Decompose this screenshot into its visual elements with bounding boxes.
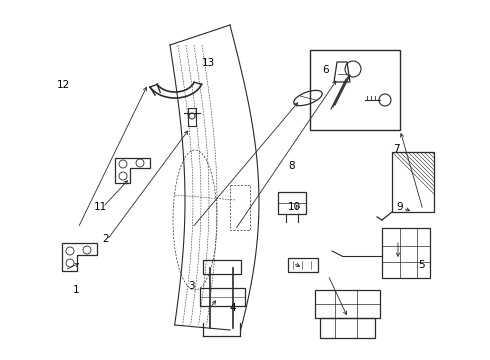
Text: 1: 1 — [73, 285, 79, 295]
Bar — [200, 288, 245, 306]
Bar — [310, 50, 400, 130]
Bar — [278, 192, 306, 214]
Text: 2: 2 — [102, 234, 109, 244]
Text: 10: 10 — [288, 202, 300, 212]
Bar — [382, 228, 430, 278]
Bar — [320, 318, 375, 338]
Text: 9: 9 — [396, 202, 403, 212]
Text: 6: 6 — [322, 65, 329, 75]
Bar — [203, 260, 241, 274]
Text: 3: 3 — [188, 281, 195, 291]
Bar — [315, 290, 380, 318]
Text: 8: 8 — [288, 161, 295, 171]
Text: 4: 4 — [229, 303, 236, 313]
Text: 5: 5 — [418, 260, 425, 270]
Text: 12: 12 — [57, 80, 71, 90]
Text: 7: 7 — [393, 144, 400, 154]
Bar — [288, 258, 318, 272]
Bar — [392, 152, 434, 212]
Text: 13: 13 — [201, 58, 215, 68]
Text: 11: 11 — [94, 202, 107, 212]
